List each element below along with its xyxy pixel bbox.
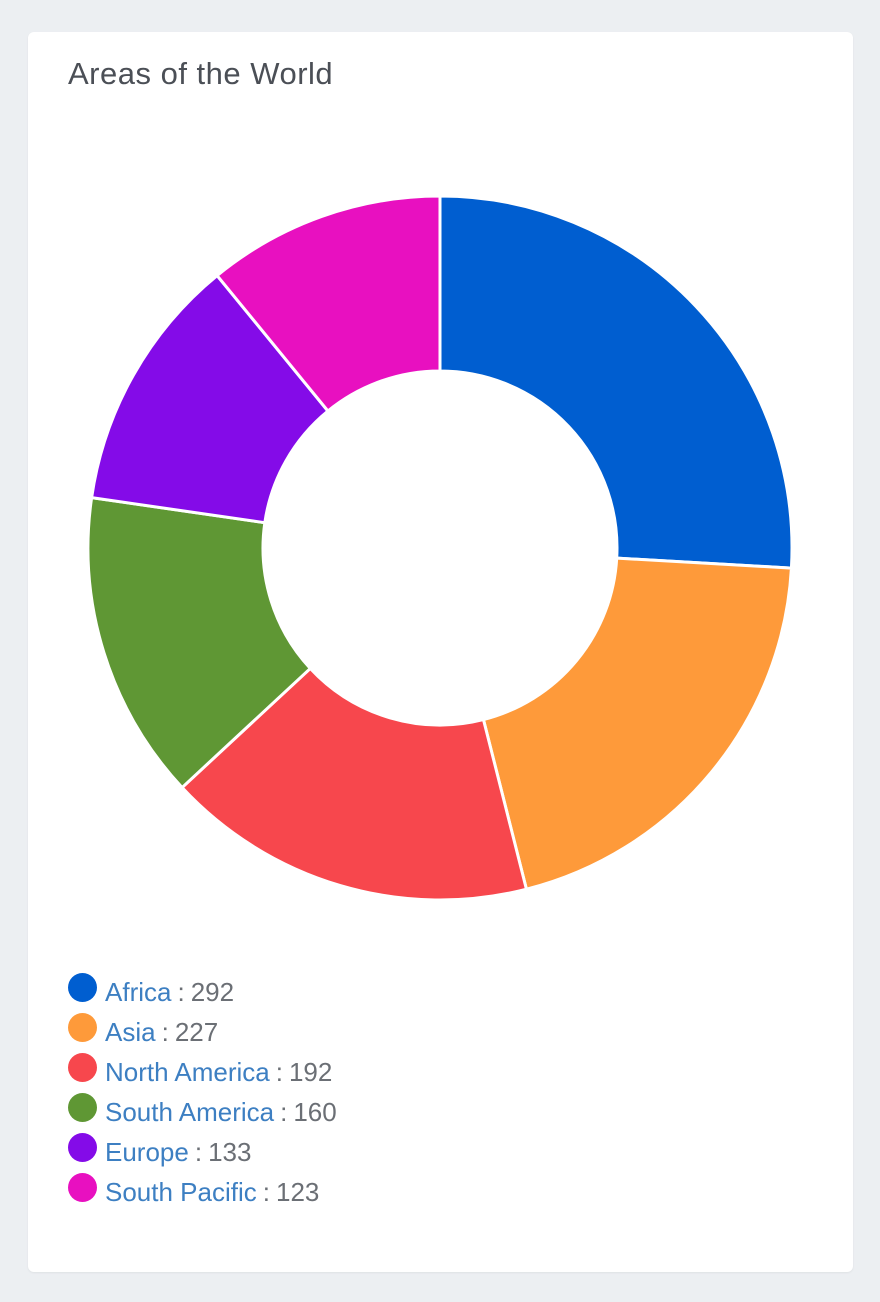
slice-south-america[interactable] xyxy=(86,496,312,790)
legend-value: 123 xyxy=(275,1177,320,1207)
legend-separator: : xyxy=(194,1137,203,1167)
slice-africa[interactable] xyxy=(438,194,794,570)
legend-label[interactable]: Asia xyxy=(105,1017,156,1047)
legend-swatch xyxy=(68,1052,97,1082)
legend-swatch xyxy=(68,1092,97,1122)
chart-title: Areas of the World xyxy=(68,56,334,91)
legend-item-europe[interactable]: Europe:133 xyxy=(68,1132,337,1172)
legend-swatch xyxy=(68,1132,97,1162)
legend-swatch xyxy=(68,972,97,1002)
legend-separator: : xyxy=(275,1057,283,1087)
slice-north-america[interactable] xyxy=(180,666,528,902)
legend-value: 192 xyxy=(288,1057,333,1087)
legend-item-south-america[interactable]: South America:160 xyxy=(68,1092,337,1132)
legend-separator: : xyxy=(262,1177,270,1207)
legend-separator: : xyxy=(177,977,185,1007)
legend-value: 227 xyxy=(174,1017,219,1047)
chart-card: Areas of the World Africa:292 Asia:227 Nor… xyxy=(28,32,853,1272)
legend-label[interactable]: North America xyxy=(105,1057,270,1087)
chart-legend: Africa:292 Asia:227 North America:192 South… xyxy=(68,972,337,1212)
legend-label[interactable]: Africa xyxy=(105,977,172,1007)
legend-label[interactable]: South America xyxy=(105,1097,275,1127)
legend-item-south-pacific[interactable]: South Pacific:123 xyxy=(68,1172,337,1212)
slice-asia[interactable] xyxy=(481,556,793,891)
legend-item-north-america[interactable]: North America:192 xyxy=(68,1052,337,1092)
legend-swatch xyxy=(68,1012,97,1042)
donut-chart xyxy=(86,194,794,902)
legend-label[interactable]: Europe xyxy=(105,1137,189,1167)
slice-south-pacific[interactable] xyxy=(215,194,442,413)
legend-separator: : xyxy=(161,1017,169,1047)
legend-separator: : xyxy=(280,1097,288,1127)
legend-value: 133 xyxy=(208,1137,252,1167)
legend-swatch xyxy=(68,1172,97,1202)
legend-label[interactable]: South Pacific xyxy=(105,1177,257,1207)
legend-item-asia[interactable]: Asia:227 xyxy=(68,1012,337,1052)
legend-value: 292 xyxy=(190,977,235,1007)
legend-value: 160 xyxy=(293,1097,337,1127)
slice-europe[interactable] xyxy=(90,274,330,525)
legend-item-africa[interactable]: Africa:292 xyxy=(68,972,337,1012)
